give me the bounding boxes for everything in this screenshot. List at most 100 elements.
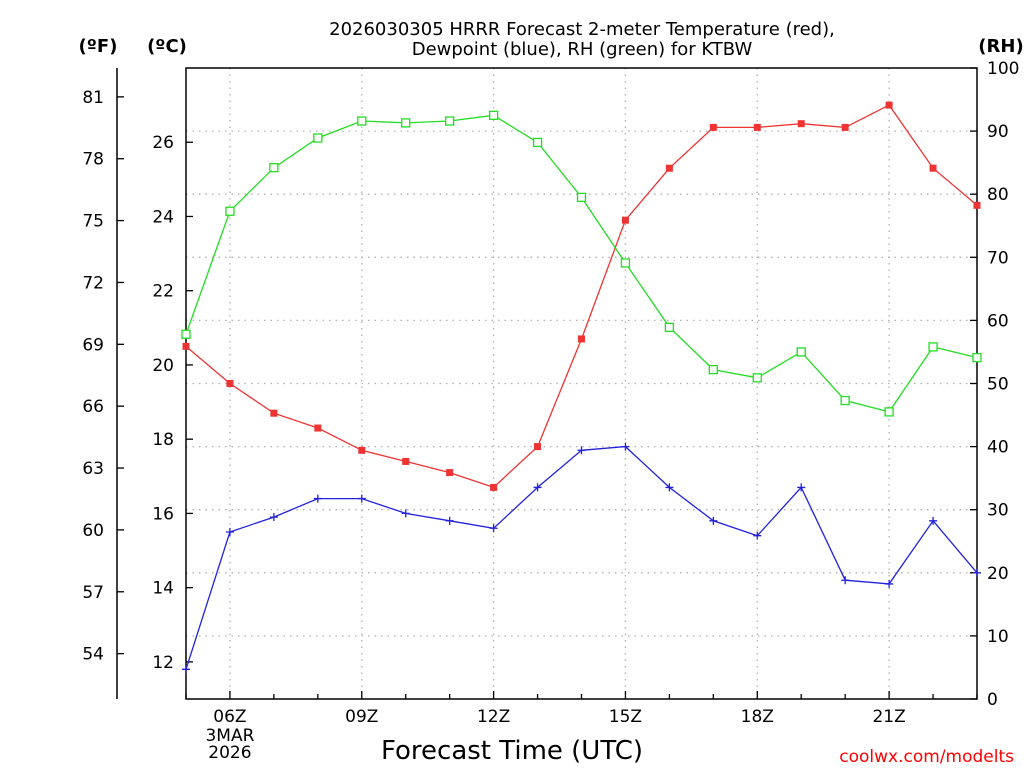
- data-point: [973, 568, 981, 577]
- rh-tick-label: 90: [987, 122, 1009, 142]
- series-temperature: [182, 101, 981, 491]
- x-date-label: 2026: [208, 743, 251, 763]
- data-point: [928, 342, 938, 352]
- data-point: [709, 516, 718, 525]
- data-point: [401, 118, 411, 128]
- rh-tick-label: 50: [987, 375, 1009, 395]
- series-dewpoint: [182, 442, 981, 674]
- data-point: [797, 120, 805, 128]
- fahrenheit-tick-label: 57: [82, 583, 104, 603]
- data-point: [752, 373, 762, 383]
- rh-tick-label: 100: [987, 59, 1019, 79]
- data-point: [841, 576, 850, 585]
- fahrenheit-tick-label: 81: [82, 88, 104, 108]
- rh-tick-label: 60: [987, 311, 1009, 331]
- data-point: [488, 110, 499, 120]
- fahrenheit-tick-label: 69: [82, 335, 104, 355]
- data-point: [446, 469, 454, 477]
- rh-axis-label: (RH): [978, 36, 1023, 57]
- rh-tick-label: 0: [987, 690, 998, 710]
- data-point: [885, 579, 894, 588]
- x-tick-label: 21Z: [872, 707, 905, 727]
- rh-tick-label: 30: [987, 501, 1009, 521]
- data-point: [621, 216, 629, 224]
- rh-tick-label: 80: [987, 185, 1009, 205]
- fahrenheit-tick-label: 54: [82, 645, 104, 665]
- fahrenheit-tick-label: 75: [82, 212, 104, 232]
- x-axis-title: Forecast Time (UTC): [381, 736, 643, 766]
- celsius-tick-label: 24: [152, 207, 174, 227]
- data-point: [401, 509, 410, 518]
- data-point: [402, 457, 410, 465]
- data-point: [576, 192, 587, 203]
- rh-tick-label: 10: [987, 627, 1009, 647]
- x-date-label: 3MAR: [205, 726, 254, 746]
- data-point: [796, 347, 806, 357]
- data-point: [357, 116, 367, 126]
- data-point: [972, 352, 982, 363]
- data-point: [534, 443, 542, 451]
- data-point: [181, 329, 191, 339]
- series-relative-humidity: [181, 110, 982, 417]
- data-point: [313, 133, 323, 143]
- data-point: [225, 527, 234, 536]
- data-point: [269, 163, 279, 173]
- fahrenheit-tick-label: 72: [82, 273, 104, 293]
- data-point: [226, 380, 234, 387]
- celsius-tick-label: 14: [152, 579, 174, 599]
- data-point: [753, 123, 761, 131]
- data-point: [973, 201, 981, 209]
- x-tick-label: 06Z: [213, 707, 246, 727]
- data-point: [314, 424, 322, 432]
- data-point: [578, 335, 585, 343]
- data-point: [182, 342, 190, 350]
- rh-tick-label: 70: [987, 248, 1009, 268]
- data-point: [665, 483, 674, 492]
- fahrenheit-axis-label: (ºF): [79, 36, 118, 57]
- chart-title: 2026030305 HRRR Forecast 2-meter Tempera…: [329, 19, 835, 60]
- series-line: [185, 445, 978, 670]
- data-point: [665, 164, 673, 172]
- data-point: [489, 524, 498, 533]
- fahrenheit-tick-label: 66: [82, 397, 104, 417]
- data-point: [313, 494, 322, 503]
- data-point: [445, 116, 455, 126]
- plot-frame: [185, 67, 978, 700]
- data-point: [709, 123, 717, 131]
- data-point: [490, 483, 498, 491]
- x-tick-label: 18Z: [741, 707, 774, 727]
- data-point: [577, 446, 586, 455]
- data-point: [182, 665, 190, 674]
- data-point: [358, 446, 366, 454]
- data-point: [929, 164, 937, 172]
- data-point: [840, 395, 850, 406]
- credit-text: coolwx.com/modelts: [839, 747, 1014, 767]
- celsius-tick-label: 20: [152, 356, 174, 376]
- data-point: [269, 513, 278, 522]
- data-point: [753, 531, 762, 540]
- data-point: [841, 123, 849, 131]
- rh-tick-label: 40: [987, 438, 1009, 458]
- x-tick-label: 12Z: [477, 707, 510, 727]
- x-tick-label: 15Z: [609, 707, 642, 727]
- data-point: [357, 494, 366, 503]
- data-point: [533, 483, 542, 492]
- data-point: [620, 258, 631, 268]
- celsius-tick-label: 12: [152, 653, 174, 673]
- data-point: [885, 101, 893, 109]
- celsius-tick-label: 22: [152, 282, 174, 302]
- data-point: [270, 409, 278, 417]
- data-point: [708, 364, 718, 375]
- data-point: [929, 516, 938, 525]
- data-point: [225, 206, 235, 216]
- series-line: [185, 104, 978, 489]
- celsius-tick-label: 26: [152, 133, 174, 153]
- celsius-tick-label: 18: [152, 430, 174, 450]
- grid: [186, 68, 977, 699]
- celsius-axis-label: (ºC): [147, 36, 187, 57]
- data-point: [532, 137, 543, 148]
- x-tick-label: 09Z: [345, 707, 378, 727]
- data-series: [181, 101, 982, 674]
- data-point: [445, 516, 454, 525]
- fahrenheit-tick-label: 60: [82, 521, 104, 541]
